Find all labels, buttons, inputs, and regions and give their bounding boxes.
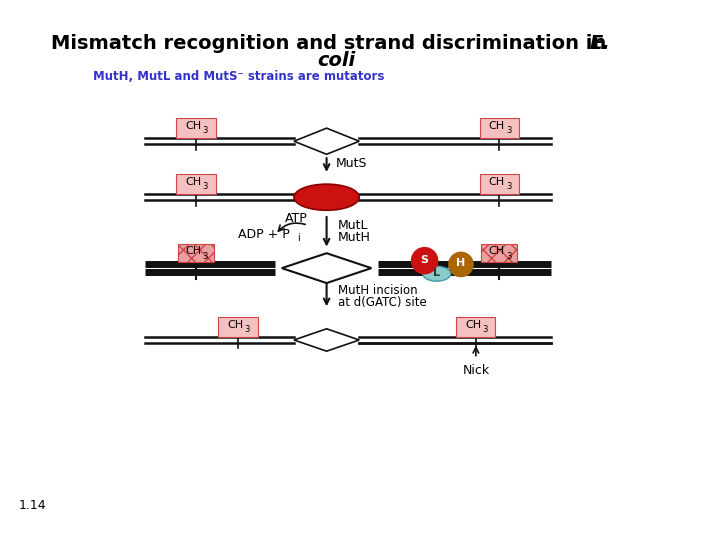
Circle shape: [412, 248, 438, 274]
Polygon shape: [282, 253, 372, 283]
Text: S: S: [420, 255, 428, 265]
Text: CH: CH: [185, 246, 201, 256]
Text: 3: 3: [506, 126, 511, 136]
Text: Nick: Nick: [462, 364, 490, 377]
Text: 1.14: 1.14: [19, 498, 46, 511]
Text: MutL: MutL: [338, 219, 369, 232]
Text: 3: 3: [202, 183, 208, 192]
FancyBboxPatch shape: [481, 244, 518, 262]
Ellipse shape: [294, 184, 359, 210]
FancyBboxPatch shape: [178, 244, 214, 262]
Text: 3: 3: [506, 183, 511, 192]
Text: H: H: [456, 259, 466, 268]
Text: MutS: MutS: [336, 157, 367, 170]
Polygon shape: [294, 128, 359, 154]
Text: Mismatch recognition and strand discrimination in: Mismatch recognition and strand discrimi…: [51, 34, 613, 53]
FancyBboxPatch shape: [480, 174, 519, 194]
Text: i: i: [297, 233, 300, 244]
Text: MutH incision: MutH incision: [338, 284, 418, 297]
Text: 3: 3: [245, 325, 250, 334]
FancyBboxPatch shape: [176, 174, 215, 194]
FancyBboxPatch shape: [480, 118, 519, 138]
FancyBboxPatch shape: [218, 316, 258, 337]
Polygon shape: [294, 329, 359, 351]
Text: MutH, MutL and MutS⁻ strains are mutators: MutH, MutL and MutS⁻ strains are mutator…: [94, 70, 384, 83]
Text: 3: 3: [202, 252, 208, 260]
Text: at d(GATC) site: at d(GATC) site: [338, 296, 426, 309]
Text: CH: CH: [465, 320, 481, 330]
Text: CH: CH: [185, 122, 201, 131]
FancyBboxPatch shape: [456, 316, 495, 337]
Text: CH: CH: [488, 122, 505, 131]
Text: 3: 3: [202, 126, 208, 136]
Text: ATP: ATP: [284, 212, 307, 225]
FancyBboxPatch shape: [176, 118, 215, 138]
Circle shape: [449, 252, 473, 276]
Text: E.: E.: [590, 34, 611, 53]
Text: L: L: [433, 268, 440, 278]
Text: CH: CH: [488, 177, 505, 187]
Ellipse shape: [423, 266, 451, 281]
Text: 3: 3: [506, 252, 511, 260]
Text: CH: CH: [227, 320, 243, 330]
Text: CH: CH: [488, 246, 505, 256]
Text: CH: CH: [185, 177, 201, 187]
Text: ADP + P: ADP + P: [238, 228, 289, 241]
FancyArrowPatch shape: [279, 223, 305, 231]
Text: 3: 3: [482, 325, 488, 334]
Text: coli: coli: [317, 51, 355, 71]
Text: MutH: MutH: [338, 231, 371, 244]
